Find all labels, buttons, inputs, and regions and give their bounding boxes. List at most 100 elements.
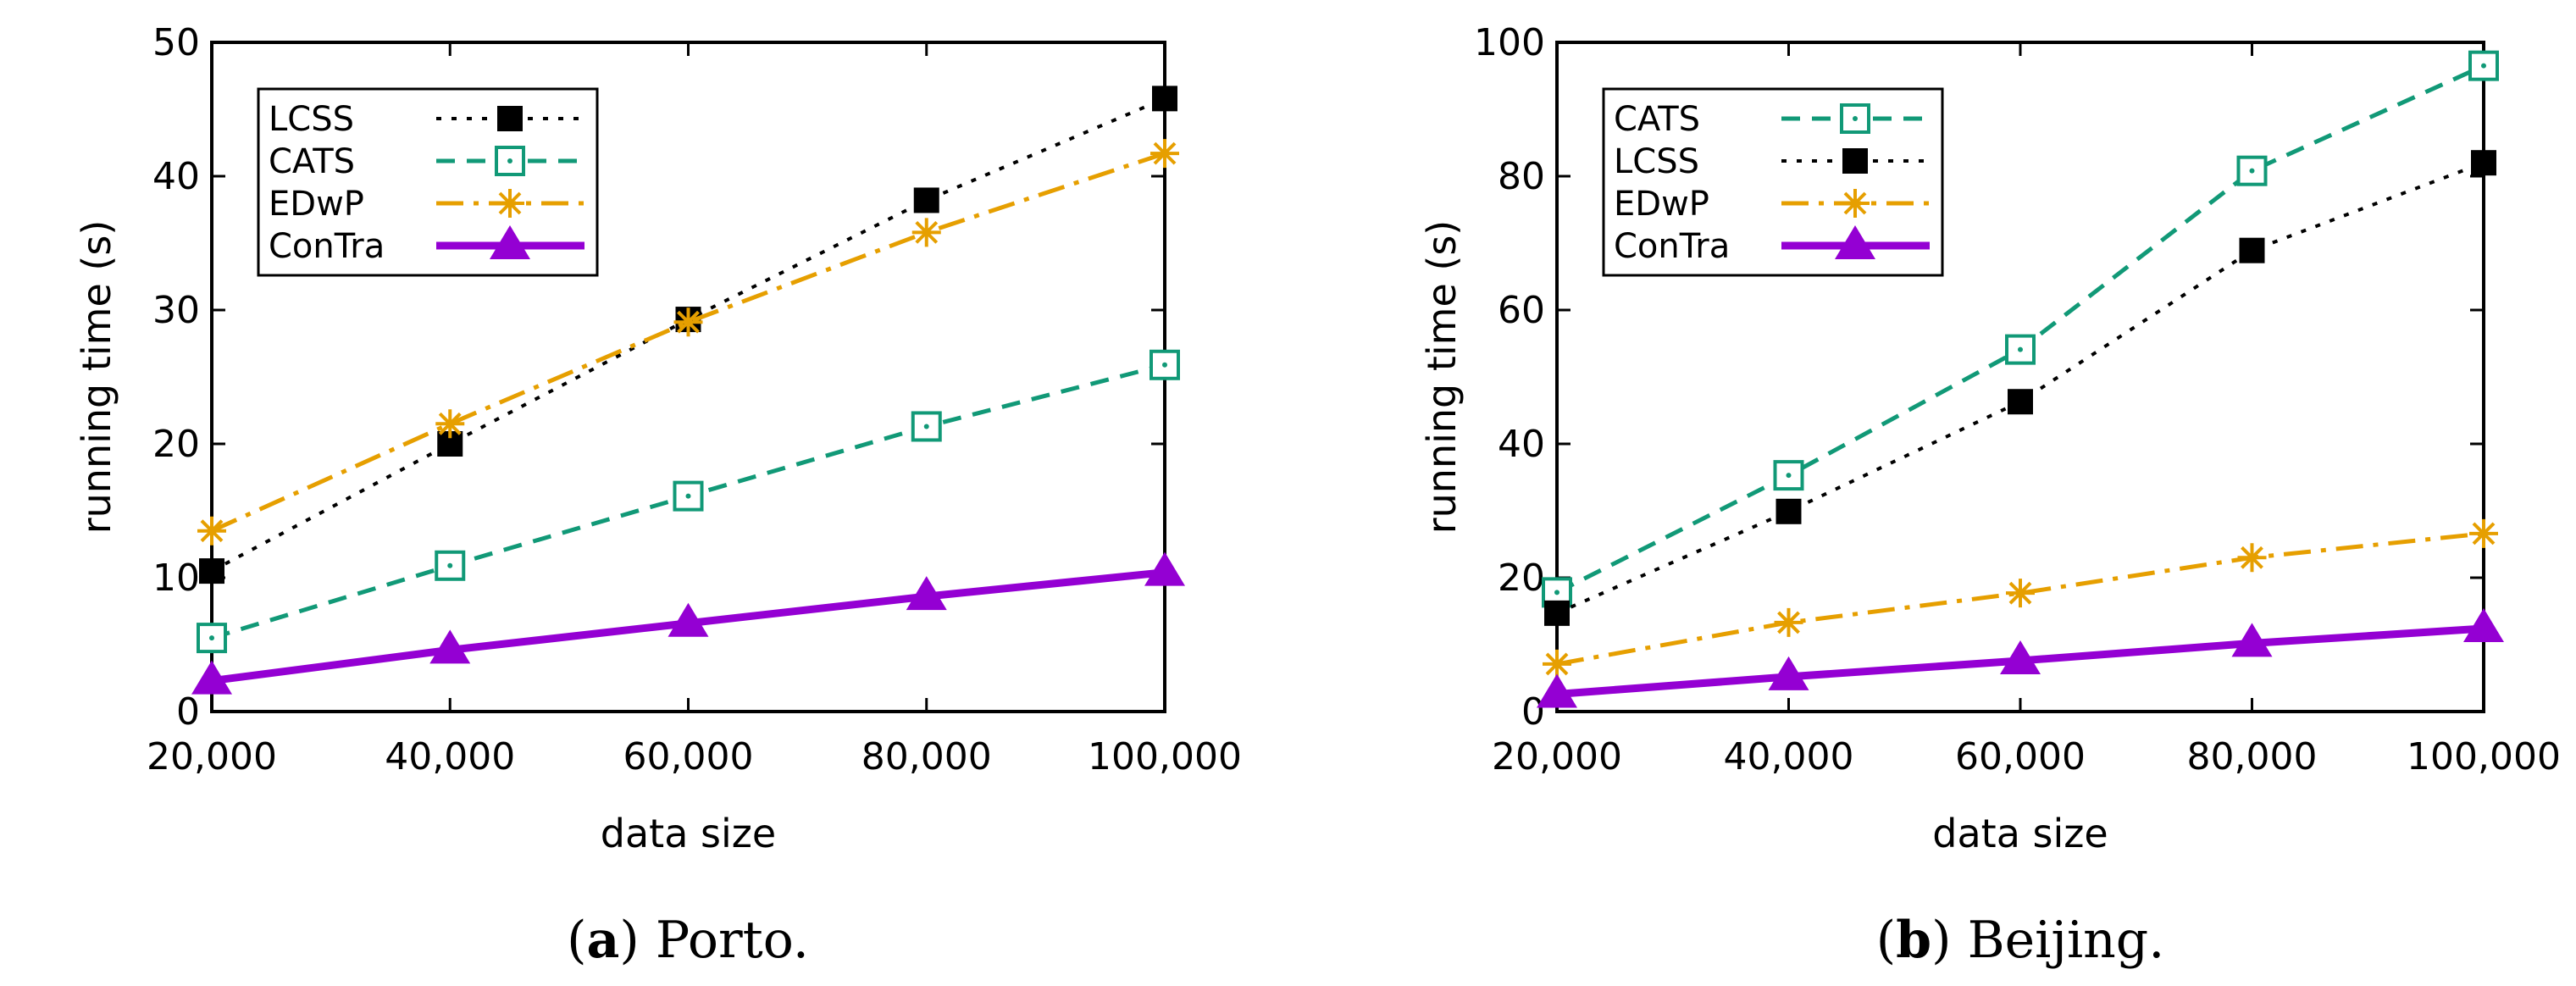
x-tick-label: 100,000 [1088, 735, 1242, 778]
data-point-cats-shape [1773, 460, 1804, 491]
data-point-lcss [913, 187, 939, 213]
data-point-edwp [1774, 607, 1803, 637]
data-point-contra-shape [668, 602, 709, 637]
data-point-edwp-shape [673, 307, 703, 337]
legend-label-lcss: LCSS [1614, 142, 1699, 181]
legend-marker-edwp [1841, 189, 1870, 218]
data-point-contra-shape [429, 629, 471, 664]
legend-marker-cats-dot [507, 158, 512, 163]
caption-text: Beijing. [1968, 911, 2165, 970]
data-point-lcss [1544, 600, 1570, 626]
data-point-lcss [2008, 389, 2033, 415]
beijing-chart: 0 20 40 60 80 100 20,000 40,000 60,000 80,000 100,… [1419, 21, 2561, 970]
data-point-cats-dot [2249, 168, 2255, 174]
data-point-cats-shape [197, 623, 227, 654]
data-point-contra-shape [1537, 673, 1577, 708]
data-point-cats-dot [685, 493, 691, 499]
y-tick-label: 0 [176, 690, 200, 734]
caption-letter: a [587, 911, 620, 970]
legend-label-lcss: LCSS [269, 100, 354, 139]
data-point-edwp [1543, 649, 1571, 679]
data-point-edwp-shape [1543, 649, 1571, 679]
data-point-cats [197, 623, 227, 654]
data-point-cats [1150, 349, 1180, 380]
legend-marker-edwp-shape [1841, 189, 1870, 218]
caption-open-paren: ( [567, 911, 586, 970]
data-point-cats-dot [1786, 473, 1792, 479]
data-point-edwp [673, 307, 703, 337]
legend-marker-contra [1835, 225, 1875, 259]
data-point-cats-dot [923, 424, 929, 429]
data-point-edwp [2469, 518, 2498, 548]
data-point-lcss-shape [2471, 150, 2496, 176]
data-point-cats-shape [2236, 155, 2268, 186]
x-tick-label: 60,000 [623, 735, 754, 778]
data-point-lcss [1776, 498, 1802, 524]
data-point-cats-shape [673, 480, 704, 512]
legend-label-cats: CATS [1614, 100, 1700, 139]
y-tick-label: 100 [1474, 21, 1545, 64]
legend-marker-contra-shape [490, 225, 530, 259]
data-point-contra [191, 660, 232, 695]
data-point-cats [2236, 155, 2268, 186]
data-point-lcss [2239, 237, 2265, 263]
caption-text: Porto. [656, 911, 809, 970]
data-point-contra-shape [2000, 640, 2041, 674]
data-point-edwp [2237, 543, 2267, 573]
legend-label-cats: CATS [269, 142, 355, 181]
series-line-lcss [1556, 161, 2485, 615]
data-point-contra [906, 576, 947, 611]
x-tick-label: 60,000 [1955, 735, 2086, 778]
data-point-edwp-shape [1150, 139, 1179, 169]
data-point-contra-shape [1144, 551, 1185, 586]
legend-marker-lcss-shape [1842, 148, 1868, 174]
data-point-cats-dot [2481, 63, 2486, 69]
data-point-cats-shape [435, 550, 466, 581]
x-tick-label: 40,000 [1724, 735, 1854, 778]
data-point-lcss-shape [913, 187, 939, 213]
legend-marker-edwp-shape [496, 189, 524, 218]
data-point-cats-dot [2018, 346, 2023, 352]
y-tick-label: 80 [1498, 155, 1545, 198]
data-point-lcss-shape [199, 558, 224, 584]
legend-marker-cats-dot [1853, 116, 1858, 121]
caption-close-paren: ) [1931, 911, 1967, 970]
x-tick-label: 20,000 [147, 735, 277, 778]
data-point-cats-dot [447, 562, 453, 568]
data-point-cats [1773, 460, 1804, 491]
legend-marker-edwp [496, 189, 524, 218]
legend-marker-cats [1840, 103, 1870, 134]
x-axis-label: data size [601, 811, 776, 856]
data-point-edwp-shape [197, 516, 226, 546]
y-tick-label: 10 [152, 557, 200, 600]
data-point-cats [2468, 50, 2499, 81]
y-tick-label: 20 [1498, 557, 1545, 600]
x-tick-label: 80,000 [2187, 735, 2318, 778]
y-tick-label: 60 [1498, 289, 1545, 332]
x-axis-label: data size [1932, 811, 2108, 856]
data-point-contra [1768, 656, 1809, 690]
data-point-contra-shape [906, 576, 947, 611]
data-point-contra [2463, 608, 2504, 643]
data-point-contra [429, 629, 471, 664]
caption-open-paren: ( [1876, 911, 1896, 970]
legend-label-contra: ConTra [1614, 227, 1730, 266]
x-tick-label: 20,000 [1492, 735, 1622, 778]
data-point-contra [2231, 623, 2273, 657]
y-axis-label: running time (s) [74, 220, 119, 535]
data-point-edwp-shape [2006, 579, 2035, 608]
data-point-lcss-shape [1776, 498, 1802, 524]
data-point-lcss-shape [1152, 86, 1177, 112]
y-tick-label: 50 [152, 21, 200, 64]
data-point-edwp [911, 218, 941, 247]
caption-letter: b [1896, 911, 1931, 970]
data-point-lcss-shape [2239, 237, 2265, 263]
legend-marker-lcss-shape [497, 106, 523, 131]
y-tick-label: 30 [152, 289, 200, 332]
y-tick-label: 40 [1498, 423, 1545, 466]
data-point-cats [911, 411, 942, 442]
caption-close-paren: ) [619, 911, 655, 970]
data-point-cats [673, 480, 704, 512]
